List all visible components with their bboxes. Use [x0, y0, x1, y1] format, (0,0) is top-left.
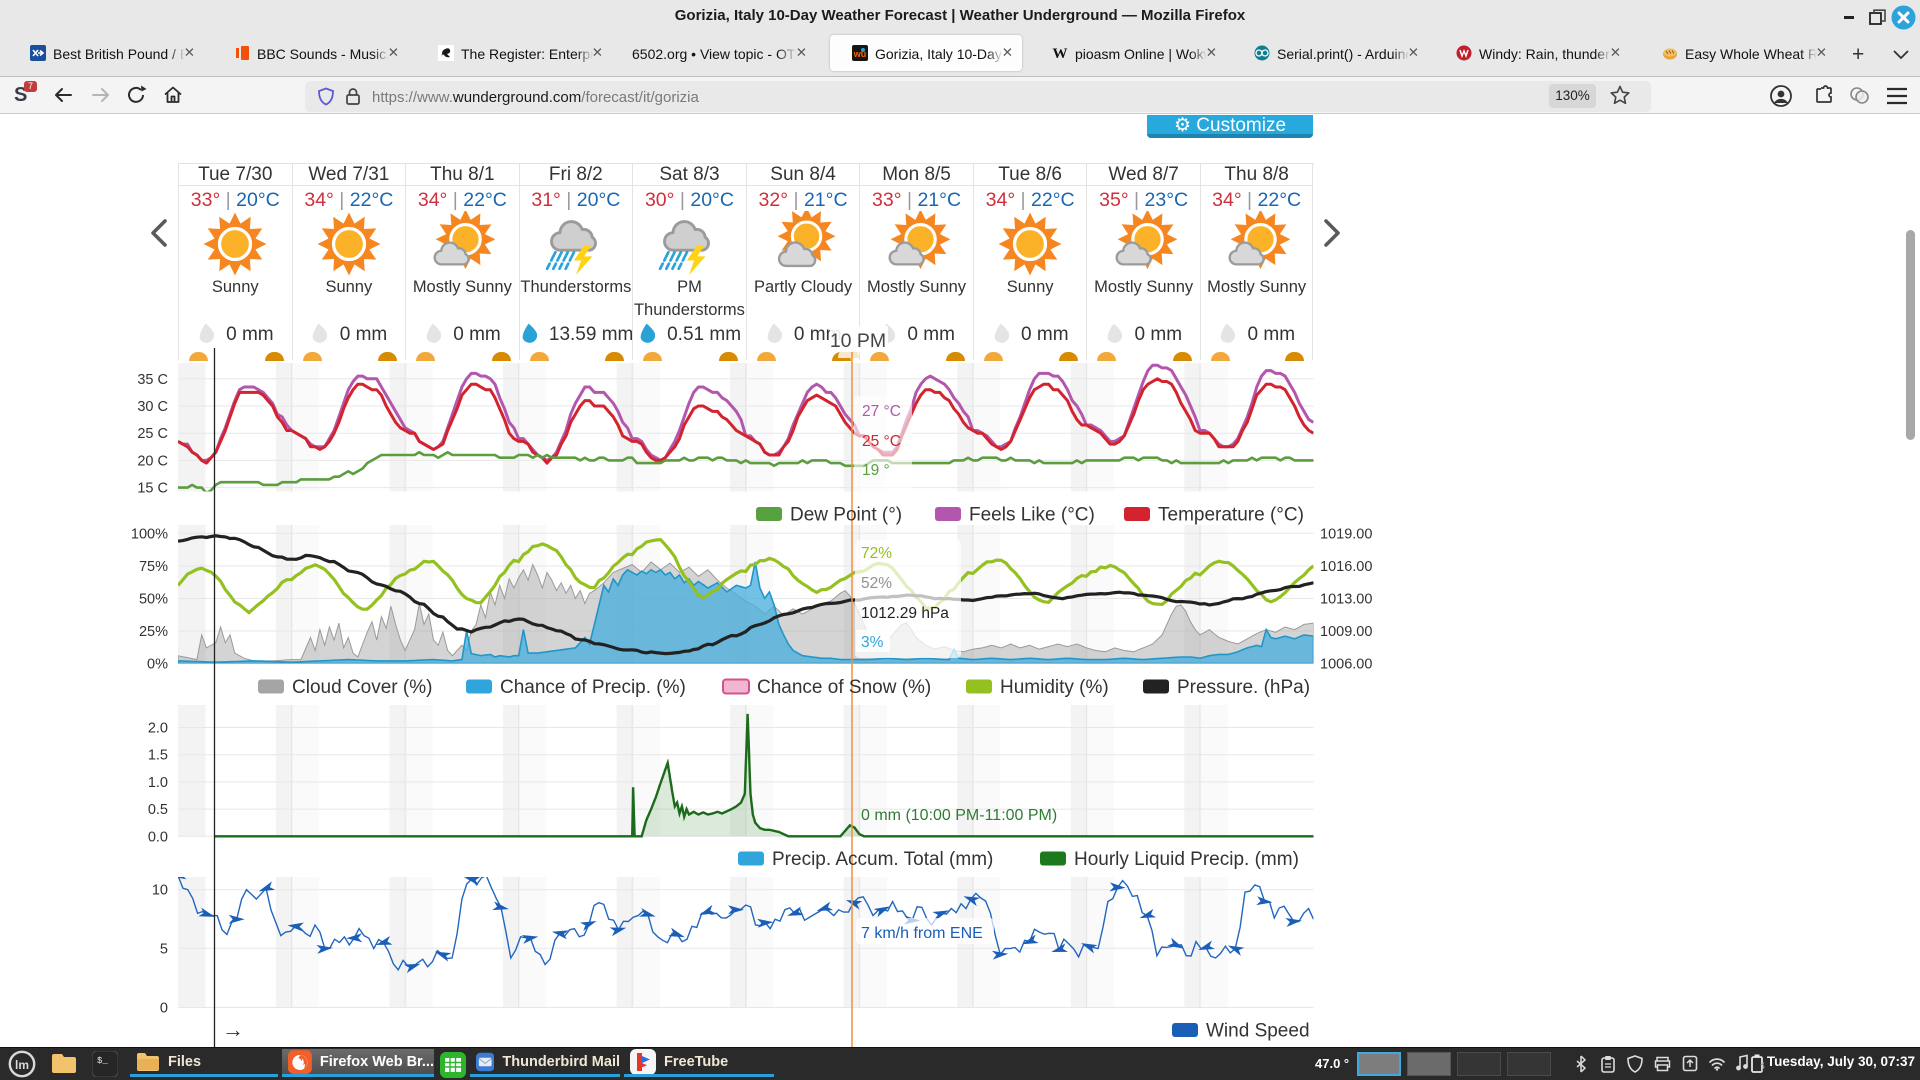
svg-text:1006.00: 1006.00 [1320, 657, 1372, 673]
svg-text:Wind Speed: Wind Speed [1206, 1021, 1310, 1042]
svg-text:5: 5 [160, 941, 168, 957]
svg-text:Precip. Accum. Total (mm): Precip. Accum. Total (mm) [772, 849, 993, 870]
svg-text:1009.00: 1009.00 [1320, 624, 1372, 640]
svg-text:2.0: 2.0 [148, 721, 168, 737]
svg-text:1016.00: 1016.00 [1320, 559, 1372, 575]
svg-text:1.5: 1.5 [148, 748, 168, 764]
svg-text:Cloud Cover (%): Cloud Cover (%) [292, 677, 432, 698]
svg-text:72%: 72% [861, 545, 892, 562]
svg-text:19 °: 19 ° [862, 462, 890, 479]
svg-text:25%: 25% [139, 624, 168, 640]
svg-text:Temperature (°C): Temperature (°C) [1158, 505, 1304, 526]
svg-text:wu: wu [853, 49, 867, 59]
svg-text:→: → [222, 1017, 244, 1042]
svg-text:25 C: 25 C [137, 426, 168, 442]
svg-text:1.0: 1.0 [148, 775, 168, 791]
svg-text:0: 0 [160, 1001, 168, 1017]
svg-text:10: 10 [152, 883, 168, 899]
svg-text:Humidity (%): Humidity (%) [1000, 677, 1109, 698]
svg-text:35 C: 35 C [137, 372, 168, 388]
svg-text:Dew Point (°): Dew Point (°) [790, 505, 902, 526]
svg-text:0%: 0% [147, 657, 168, 673]
svg-text:3%: 3% [861, 634, 884, 651]
svg-text:10 PM: 10 PM [830, 330, 886, 352]
svg-text:0.0: 0.0 [148, 829, 168, 845]
svg-text:25 °C: 25 °C [862, 433, 901, 450]
svg-text:100%: 100% [131, 526, 168, 542]
svg-text:1013.00: 1013.00 [1320, 592, 1372, 608]
svg-text:1012.29 hPa: 1012.29 hPa [861, 605, 949, 622]
svg-text:75%: 75% [139, 559, 168, 575]
svg-text:1019.00: 1019.00 [1320, 526, 1372, 542]
svg-text:50%: 50% [139, 592, 168, 608]
svg-text:lm: lm [15, 1058, 29, 1072]
svg-text:15 C: 15 C [137, 481, 168, 497]
svg-text:Chance of Snow (%): Chance of Snow (%) [757, 677, 931, 698]
svg-text:52%: 52% [861, 575, 892, 592]
svg-text:Chance of Precip. (%): Chance of Precip. (%) [500, 677, 686, 698]
svg-text:27 °C: 27 °C [862, 403, 901, 420]
svg-text:$_: $_ [97, 1056, 108, 1066]
svg-text:Hourly Liquid Precip. (mm): Hourly Liquid Precip. (mm) [1074, 849, 1299, 870]
svg-text:7 km/h from ENE: 7 km/h from ENE [861, 925, 983, 942]
svg-text:30 C: 30 C [137, 399, 168, 415]
svg-text:0 mm (10:00 PM-11:00 PM): 0 mm (10:00 PM-11:00 PM) [861, 807, 1057, 824]
svg-text:20 C: 20 C [137, 453, 168, 469]
svg-text:Pressure. (hPa): Pressure. (hPa) [1177, 677, 1310, 698]
svg-text:0.5: 0.5 [148, 802, 168, 818]
svg-text:W: W [1053, 46, 1068, 61]
svg-text:Feels Like (°C): Feels Like (°C) [969, 505, 1095, 526]
